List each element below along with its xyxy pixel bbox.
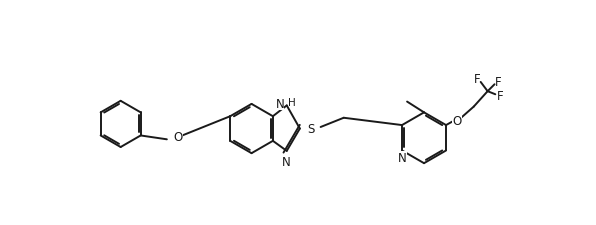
Text: N: N [398, 152, 406, 164]
Text: O: O [452, 115, 461, 127]
Text: N: N [283, 155, 291, 168]
Text: F: F [474, 73, 480, 86]
Text: F: F [496, 89, 503, 102]
Text: H: H [287, 97, 295, 107]
Text: N: N [276, 97, 284, 110]
Text: F: F [495, 76, 502, 89]
Text: S: S [307, 122, 314, 135]
Text: O: O [173, 130, 182, 143]
